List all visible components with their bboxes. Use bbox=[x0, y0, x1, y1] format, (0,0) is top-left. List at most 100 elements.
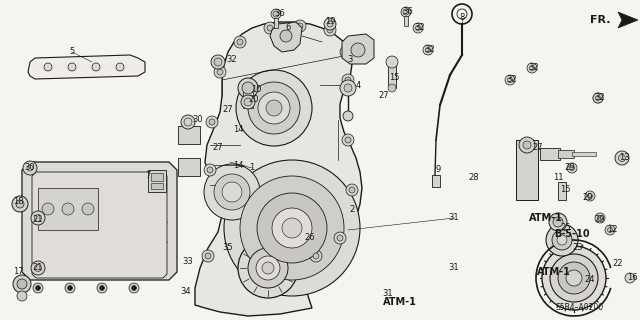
Circle shape bbox=[17, 291, 27, 301]
Circle shape bbox=[65, 283, 75, 293]
Text: 27: 27 bbox=[223, 106, 234, 115]
Text: 24: 24 bbox=[585, 276, 595, 284]
Bar bbox=[178, 126, 200, 144]
Circle shape bbox=[324, 24, 336, 36]
Circle shape bbox=[68, 63, 76, 71]
Bar bbox=[151, 183, 163, 189]
Circle shape bbox=[403, 9, 409, 15]
Circle shape bbox=[202, 250, 214, 262]
Text: 17: 17 bbox=[13, 268, 23, 276]
Text: 15: 15 bbox=[388, 74, 399, 83]
Circle shape bbox=[340, 80, 356, 96]
Text: B-5-10: B-5-10 bbox=[554, 229, 590, 239]
Text: 30: 30 bbox=[193, 116, 204, 124]
Text: ATM-1: ATM-1 bbox=[383, 297, 417, 307]
Text: 32: 32 bbox=[529, 63, 540, 73]
Text: 3: 3 bbox=[348, 55, 353, 65]
Circle shape bbox=[62, 203, 74, 215]
Bar bbox=[38, 188, 98, 230]
Text: 18: 18 bbox=[13, 197, 23, 206]
Circle shape bbox=[567, 163, 577, 173]
Text: 9: 9 bbox=[435, 165, 440, 174]
Circle shape bbox=[386, 56, 398, 68]
Circle shape bbox=[349, 187, 355, 193]
Circle shape bbox=[282, 218, 302, 238]
Circle shape bbox=[44, 63, 52, 71]
Circle shape bbox=[267, 25, 273, 31]
Circle shape bbox=[256, 256, 280, 280]
Text: 4: 4 bbox=[355, 81, 360, 90]
Text: 33: 33 bbox=[182, 258, 193, 267]
Circle shape bbox=[224, 160, 360, 296]
Circle shape bbox=[211, 55, 225, 69]
Text: 31: 31 bbox=[449, 263, 460, 273]
Text: 27: 27 bbox=[532, 143, 543, 153]
Bar bbox=[558, 150, 574, 158]
Circle shape bbox=[593, 93, 603, 103]
Circle shape bbox=[550, 254, 598, 302]
Circle shape bbox=[618, 155, 625, 162]
Circle shape bbox=[23, 161, 37, 175]
Circle shape bbox=[33, 283, 43, 293]
Circle shape bbox=[16, 200, 24, 208]
Text: 13: 13 bbox=[619, 154, 629, 163]
Text: 6: 6 bbox=[285, 23, 291, 33]
Circle shape bbox=[238, 238, 298, 298]
Circle shape bbox=[214, 58, 222, 66]
Circle shape bbox=[505, 75, 515, 85]
Circle shape bbox=[542, 246, 606, 310]
Circle shape bbox=[99, 285, 104, 291]
Circle shape bbox=[342, 134, 354, 146]
Text: 26: 26 bbox=[305, 234, 316, 243]
Text: 21: 21 bbox=[33, 263, 44, 273]
Circle shape bbox=[205, 253, 211, 259]
Circle shape bbox=[557, 235, 567, 245]
Circle shape bbox=[519, 137, 535, 153]
Bar bbox=[540, 148, 560, 160]
Bar bbox=[151, 173, 163, 181]
Circle shape bbox=[294, 20, 306, 32]
Text: 32: 32 bbox=[425, 45, 435, 54]
Text: 32: 32 bbox=[507, 76, 517, 84]
Circle shape bbox=[327, 21, 333, 27]
Circle shape bbox=[310, 250, 322, 262]
Text: 8: 8 bbox=[460, 13, 465, 22]
Bar bbox=[558, 182, 566, 200]
Text: 1: 1 bbox=[250, 164, 255, 172]
Circle shape bbox=[529, 66, 534, 70]
Circle shape bbox=[217, 69, 223, 75]
Circle shape bbox=[585, 191, 595, 201]
Text: 14: 14 bbox=[233, 125, 243, 134]
Circle shape bbox=[607, 228, 612, 233]
Text: 36: 36 bbox=[275, 10, 285, 19]
Circle shape bbox=[258, 92, 290, 124]
Bar bbox=[148, 170, 166, 192]
Circle shape bbox=[12, 196, 28, 212]
Text: S5B4–A0200: S5B4–A0200 bbox=[556, 303, 604, 313]
Text: ATM-1: ATM-1 bbox=[537, 267, 571, 277]
Text: 22: 22 bbox=[612, 260, 623, 268]
Text: 15: 15 bbox=[560, 186, 570, 195]
Circle shape bbox=[13, 275, 31, 293]
Text: 12: 12 bbox=[607, 226, 617, 235]
Circle shape bbox=[297, 23, 303, 29]
Text: 32: 32 bbox=[227, 55, 237, 65]
Text: 25: 25 bbox=[561, 223, 572, 233]
Text: ATM-1: ATM-1 bbox=[529, 213, 563, 223]
Text: 31: 31 bbox=[383, 290, 394, 299]
Circle shape bbox=[595, 95, 600, 100]
Text: 32: 32 bbox=[595, 93, 605, 102]
Circle shape bbox=[35, 265, 42, 271]
Text: 7: 7 bbox=[145, 171, 150, 180]
Circle shape bbox=[426, 47, 431, 52]
Text: 27: 27 bbox=[379, 92, 389, 100]
Polygon shape bbox=[28, 55, 145, 79]
Circle shape bbox=[67, 285, 72, 291]
Text: 36: 36 bbox=[403, 7, 413, 17]
Circle shape bbox=[204, 164, 260, 220]
Text: 21: 21 bbox=[33, 215, 44, 225]
Polygon shape bbox=[618, 12, 638, 28]
Circle shape bbox=[116, 63, 124, 71]
Polygon shape bbox=[270, 22, 302, 52]
Circle shape bbox=[92, 63, 100, 71]
